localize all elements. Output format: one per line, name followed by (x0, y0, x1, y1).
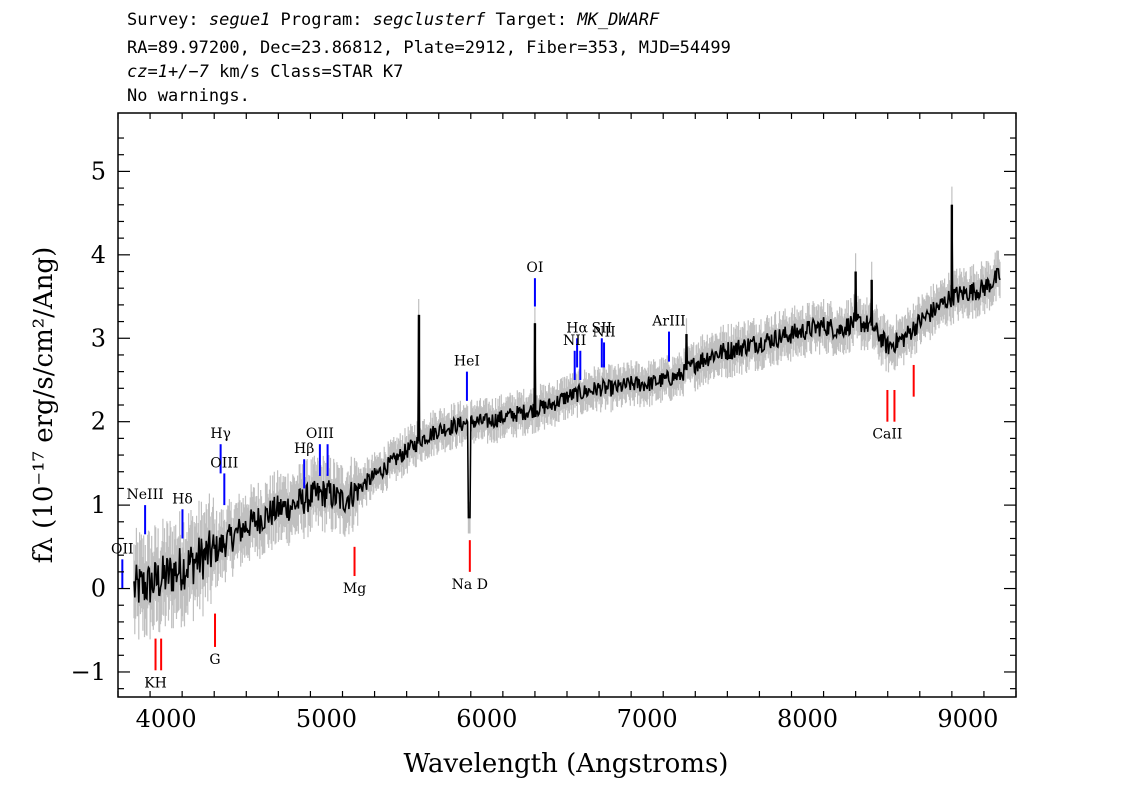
header-line-1: Survey: segue1 Program: segclusterf Targ… (127, 10, 659, 30)
x-axis-title: Wavelength (Angstroms) (404, 749, 729, 779)
emission-line-label: SII (591, 320, 612, 336)
x-tick-label: 7000 (617, 705, 678, 733)
absorption-line-label: Mg (343, 581, 366, 597)
emission-line-label: OI (526, 260, 543, 276)
emission-line-label: OII (111, 541, 134, 557)
class-text: km/s Class=STAR K7 (208, 62, 404, 82)
absorption-line-label: KH (144, 675, 167, 691)
header-line-3: cz=1+/−7 km/s Class=STAR K7 (127, 62, 403, 82)
emission-line-label: NeIII (127, 487, 164, 503)
emission-line-label: Hα (566, 320, 588, 336)
y-tick-label: 4 (91, 241, 106, 269)
emission-line-label: NII (563, 333, 586, 349)
header-line-4: No warnings. (127, 86, 250, 106)
y-tick-label: 2 (91, 408, 106, 436)
program-value: segclusterf (372, 10, 486, 30)
y-tick-label: 1 (91, 491, 106, 519)
x-tick-label: 9000 (937, 705, 998, 733)
emission-line-label: HeI (454, 354, 480, 370)
error-band (133, 186, 1001, 640)
emission-line-label: Hδ (172, 491, 193, 507)
emission-line-label: OIII (210, 455, 238, 471)
y-tick-label: 0 (91, 575, 106, 603)
x-tick-label: 4000 (136, 705, 197, 733)
emission-line-label: Hβ (294, 441, 314, 457)
target-value: MK_DWARF (577, 10, 660, 30)
absorption-line-label: CaII (872, 427, 902, 443)
absorption-line-label: G (209, 652, 220, 668)
header-line-2: RA=89.97200, Dec=23.86812, Plate=2912, F… (127, 38, 731, 58)
emission-line-label: ArIII (651, 314, 685, 330)
target-prefix: Target: (485, 10, 578, 30)
absorption-line-label: Na D (452, 577, 488, 593)
x-tick-label: 6000 (456, 705, 517, 733)
survey-value: segue1 (208, 10, 271, 30)
emission-line-label: NII (592, 324, 615, 340)
y-tick-label: 3 (91, 324, 106, 352)
spectrum-line (133, 204, 1001, 603)
program-prefix: Program: (270, 10, 373, 30)
x-tick-label: 8000 (777, 705, 838, 733)
y-axis-title: fλ (10⁻¹⁷ erg/s/cm²/Ang) (29, 247, 59, 563)
emission-line-label: Hγ (210, 426, 231, 442)
survey-prefix: Survey: (127, 10, 209, 30)
y-tick-label: 5 (91, 157, 106, 185)
x-tick-label: 5000 (296, 705, 357, 733)
emission-line-label: OIII (306, 426, 334, 442)
redshift-value: cz=1+/−7 (127, 62, 209, 82)
y-tick-label: −1 (71, 658, 106, 686)
